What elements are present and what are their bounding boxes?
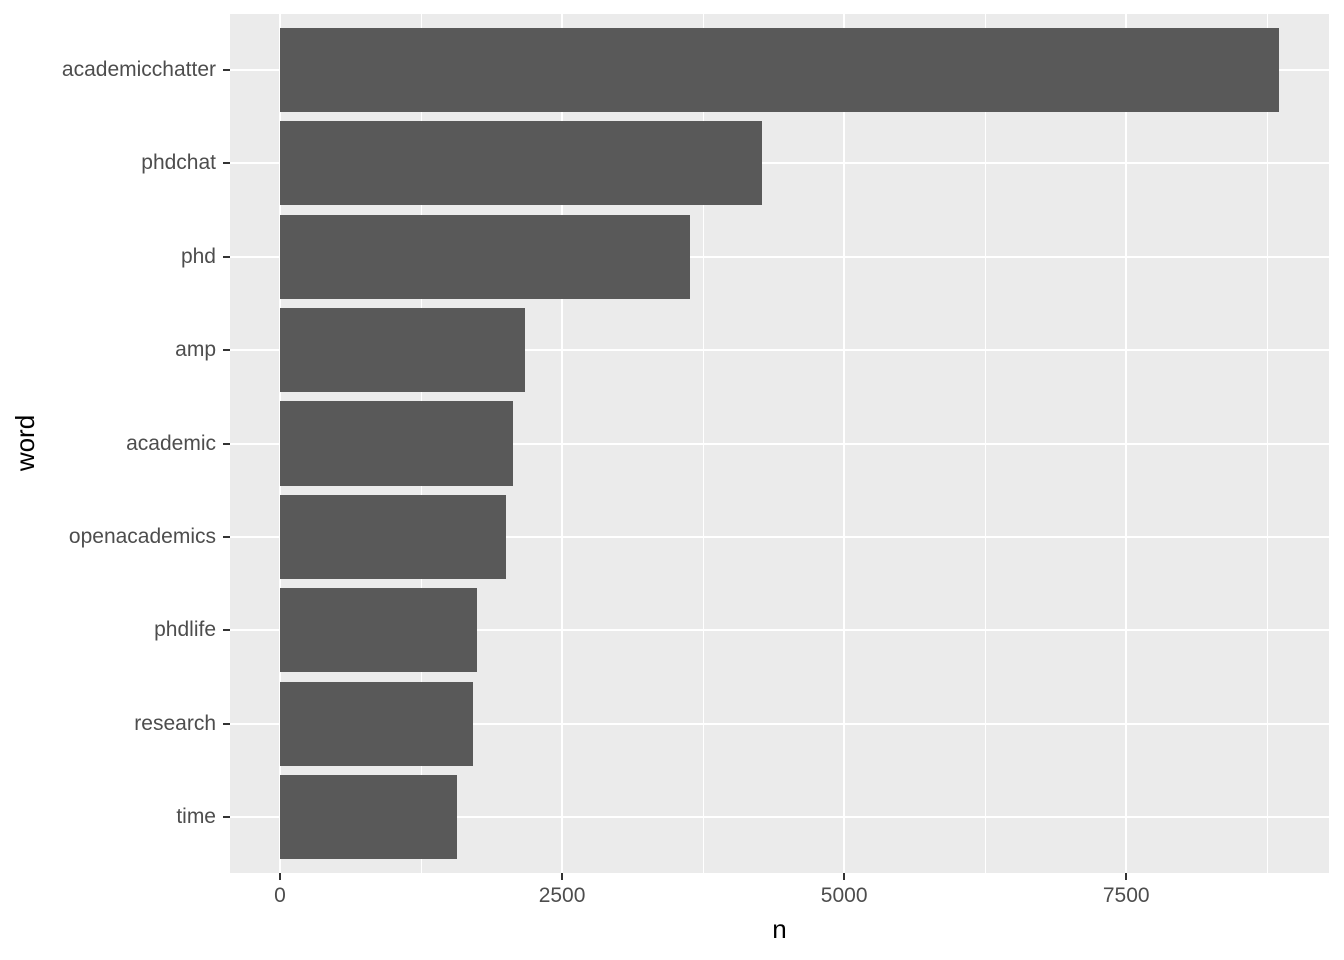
plot-panel bbox=[230, 14, 1329, 873]
y-axis-title: word bbox=[10, 414, 40, 472]
y-tick-label: phdchat bbox=[141, 151, 216, 175]
bar-academicchatter bbox=[279, 28, 1279, 113]
x-tick-label: 0 bbox=[274, 884, 286, 907]
major-gridline bbox=[230, 722, 1329, 725]
y-tick-label: time bbox=[176, 804, 216, 828]
major-gridline bbox=[230, 815, 1329, 818]
y-tick-label: amp bbox=[175, 338, 216, 362]
y-tick-label: phd bbox=[180, 244, 216, 268]
major-gridline bbox=[230, 255, 1329, 258]
y-tick-mark bbox=[223, 162, 230, 165]
y-tick-mark bbox=[223, 535, 230, 538]
x-tick-mark bbox=[843, 873, 846, 880]
bar-phd bbox=[279, 214, 690, 299]
y-tick-label: phdlife bbox=[154, 618, 216, 642]
major-gridline bbox=[230, 349, 1329, 352]
y-tick-mark bbox=[223, 815, 230, 818]
major-gridline bbox=[230, 442, 1329, 445]
bar-phdlife bbox=[279, 588, 477, 673]
bar-academic bbox=[279, 401, 513, 486]
y-tick-label: research bbox=[134, 711, 216, 735]
y-tick-mark bbox=[223, 442, 230, 445]
y-tick-mark bbox=[223, 69, 230, 72]
bar-amp bbox=[279, 308, 526, 393]
bar-research bbox=[279, 681, 474, 766]
x-tick-label: 2500 bbox=[538, 884, 586, 907]
y-tick-mark bbox=[223, 349, 230, 352]
major-gridline bbox=[230, 535, 1329, 538]
x-tick-label: 5000 bbox=[820, 884, 868, 907]
y-tick-label: academic bbox=[126, 431, 216, 455]
y-tick-label: openacademics bbox=[68, 524, 216, 548]
x-tick-mark bbox=[1125, 873, 1128, 880]
major-gridline bbox=[230, 162, 1329, 165]
bar-time bbox=[279, 774, 457, 859]
x-tick-mark bbox=[561, 873, 564, 880]
y-tick-label: academicchatter bbox=[61, 58, 216, 82]
x-tick-mark bbox=[278, 873, 281, 880]
x-axis-title: n bbox=[772, 914, 787, 944]
y-tick-mark bbox=[223, 722, 230, 725]
x-tick-label: 7500 bbox=[1102, 884, 1150, 907]
bar-phdchat bbox=[279, 121, 762, 206]
y-tick-mark bbox=[223, 255, 230, 258]
bar-openacademics bbox=[279, 494, 506, 579]
major-gridline bbox=[230, 629, 1329, 632]
y-tick-mark bbox=[223, 629, 230, 632]
